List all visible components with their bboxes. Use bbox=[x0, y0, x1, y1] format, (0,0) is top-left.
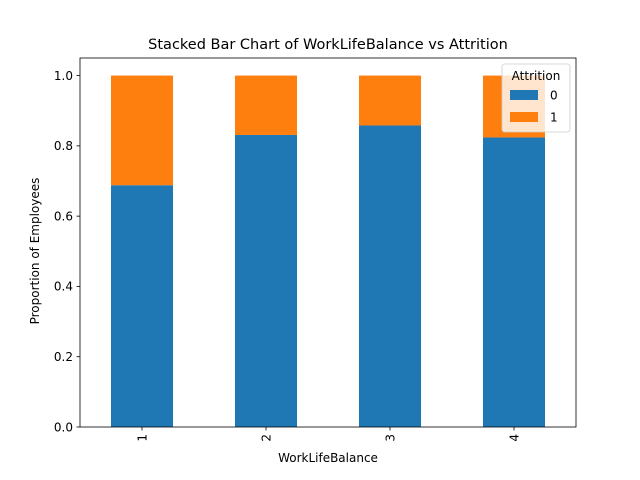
y-tick-label: 0.8 bbox=[54, 139, 73, 153]
y-tick-label: 0.6 bbox=[54, 209, 73, 223]
y-axis-label: Proportion of Employees bbox=[28, 178, 42, 325]
legend-swatch-0 bbox=[510, 90, 538, 100]
bar-2-series-0 bbox=[235, 134, 297, 427]
y-tick-label: 1.0 bbox=[54, 69, 73, 83]
bar-4-series-0 bbox=[483, 137, 545, 427]
bar-3-series-1 bbox=[359, 75, 421, 126]
bar-1-series-1 bbox=[111, 75, 173, 186]
legend-label-0: 0 bbox=[550, 89, 558, 103]
legend-label-1: 1 bbox=[550, 111, 558, 125]
bar-1-series-0 bbox=[111, 185, 173, 427]
x-axis-label: WorkLifeBalance bbox=[278, 451, 378, 465]
chart-title: Stacked Bar Chart of WorkLifeBalance vs … bbox=[148, 37, 508, 53]
x-tick-label: 1 bbox=[135, 434, 149, 442]
x-tick-label: 4 bbox=[507, 434, 521, 442]
y-tick-label: 0.4 bbox=[54, 280, 73, 294]
legend-title: Attrition bbox=[512, 69, 561, 83]
x-tick-label: 2 bbox=[259, 434, 273, 442]
legend-swatch-1 bbox=[510, 112, 538, 122]
y-tick-label: 0.2 bbox=[54, 350, 73, 364]
legend: Attrition 0 1 bbox=[501, 63, 571, 133]
bar-2-series-1 bbox=[235, 75, 297, 135]
plot-frame bbox=[79, 57, 577, 428]
plot-area: 0.0 0.2 0.4 0.6 0.8 1.0 1 2 3 4 bbox=[54, 57, 577, 442]
bar-3-series-0 bbox=[359, 125, 421, 427]
y-tick-label: 0.0 bbox=[54, 420, 73, 434]
x-tick-label: 3 bbox=[383, 434, 397, 442]
